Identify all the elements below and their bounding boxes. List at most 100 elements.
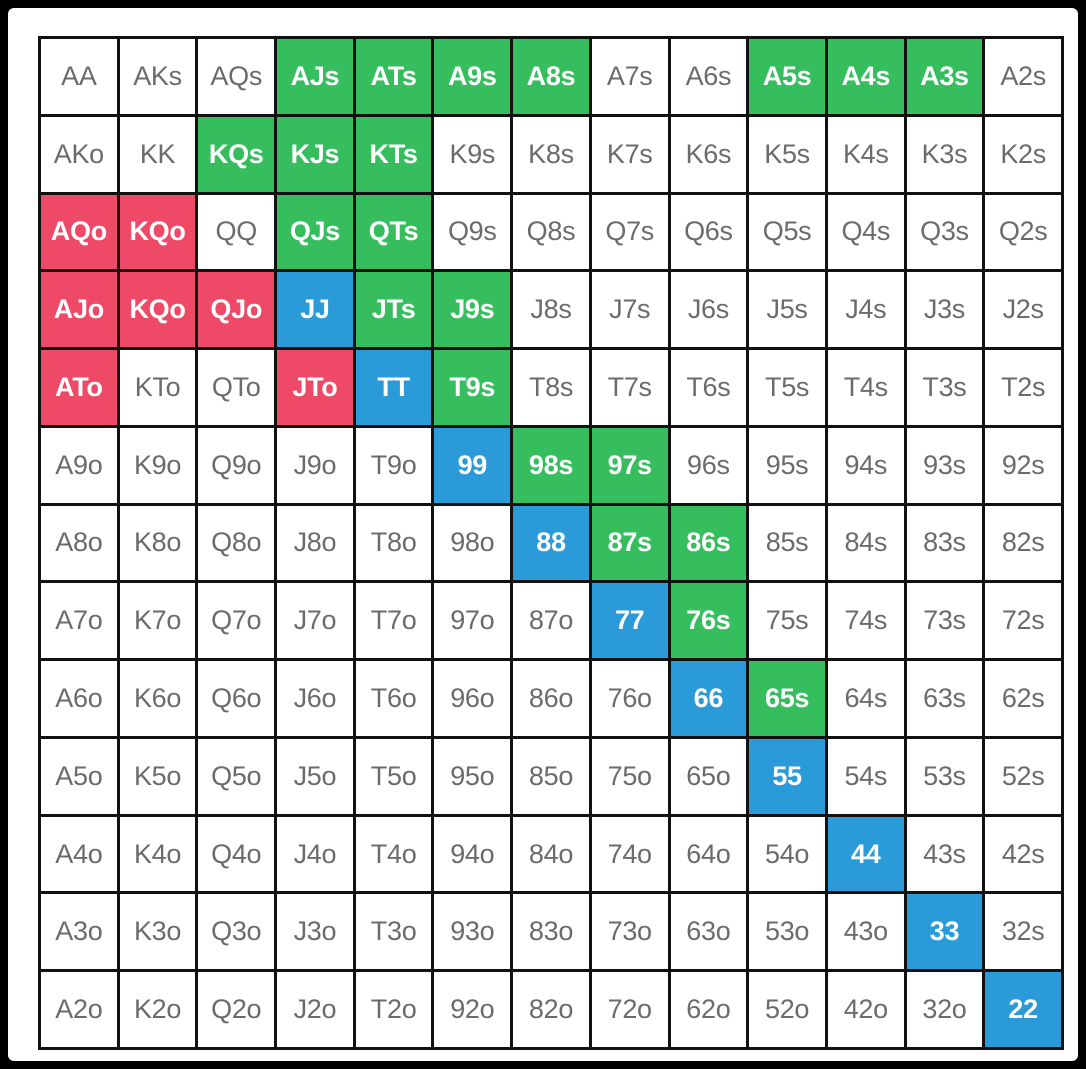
hand-cell-a2o: A2o [41, 972, 117, 1047]
hand-cell-t3s: T3s [906, 350, 983, 425]
hand-cell-aqs: AQs [198, 39, 275, 114]
hand-cell-a7s: A7s [591, 39, 668, 114]
hand-cell-aqo: AQo [41, 194, 117, 270]
hand-cell-a6o: A6o [41, 661, 117, 736]
hand-cell-64o: 64o [670, 816, 747, 892]
hand-cell-95s: 95s [749, 427, 825, 503]
hand-cell-tt: TT [355, 350, 432, 425]
hand-cell-33: 33 [906, 894, 983, 970]
hand-cell-k6o: K6o [119, 661, 196, 736]
hand-cell-55: 55 [749, 738, 825, 814]
hand-cell-72o: 72o [591, 972, 668, 1047]
hand-cell-92o: 92o [434, 972, 511, 1047]
hand-cell-j6s: J6s [670, 272, 747, 348]
hand-cell-87o: 87o [513, 583, 589, 659]
hand-cell-54s: 54s [827, 738, 904, 814]
hand-cell-q6o: Q6o [198, 661, 275, 736]
hand-cell-85s: 85s [749, 505, 825, 581]
hand-cell-jts: JTs [355, 272, 432, 348]
hand-cell-t8o: T8o [355, 505, 432, 581]
hand-cell-73o: 73o [591, 894, 668, 970]
hand-cell-q8s: Q8s [513, 194, 589, 270]
hand-cell-52o: 52o [749, 972, 825, 1047]
hand-cell-22: 22 [985, 972, 1061, 1047]
hand-cell-t7s: T7s [591, 350, 668, 425]
hand-cell-j4o: J4o [277, 816, 353, 892]
hand-cell-65o: 65o [670, 738, 747, 814]
hand-cell-ats: ATs [355, 39, 432, 114]
hand-cell-a8s: A8s [513, 39, 589, 114]
hand-cell-a5o: A5o [41, 738, 117, 814]
hand-cell-96o: 96o [434, 661, 511, 736]
hand-cell-44: 44 [827, 816, 904, 892]
hand-cell-99: 99 [434, 427, 511, 503]
hand-cell-a5s: A5s [749, 39, 825, 114]
hand-cell-72s: 72s [985, 583, 1061, 659]
hand-cell-k9s: K9s [434, 116, 511, 192]
hand-cell-j9s: J9s [434, 272, 511, 348]
hand-cell-j4s: J4s [827, 272, 904, 348]
hand-cell-83o: 83o [513, 894, 589, 970]
hand-cell-t4o: T4o [355, 816, 432, 892]
hand-cell-82o: 82o [513, 972, 589, 1047]
hand-cell-q9s: Q9s [434, 194, 511, 270]
hand-cell-a2s: A2s [985, 39, 1061, 114]
hand-cell-k4o: K4o [119, 816, 196, 892]
hand-cell-75o: 75o [591, 738, 668, 814]
hand-cell-84s: 84s [827, 505, 904, 581]
hand-cell-53o: 53o [749, 894, 825, 970]
hand-cell-q4o: Q4o [198, 816, 275, 892]
hand-cell-a7o: A7o [41, 583, 117, 659]
hand-cell-aa: AA [41, 39, 117, 114]
hand-cell-53s: 53s [906, 738, 983, 814]
hand-cell-k3o: K3o [119, 894, 196, 970]
hand-cell-a9o: A9o [41, 427, 117, 503]
hand-cell-t7o: T7o [355, 583, 432, 659]
hand-cell-94s: 94s [827, 427, 904, 503]
hand-cell-kts: KTs [355, 116, 432, 192]
hand-cell-k8o: K8o [119, 505, 196, 581]
hand-cell-aks: AKs [119, 39, 196, 114]
hand-cell-52s: 52s [985, 738, 1061, 814]
hand-cell-k4s: K4s [827, 116, 904, 192]
hand-cell-98o: 98o [434, 505, 511, 581]
hand-cell-q9o: Q9o [198, 427, 275, 503]
hand-cell-63s: 63s [906, 661, 983, 736]
hand-cell-77: 77 [591, 583, 668, 659]
hand-cell-j2s: J2s [985, 272, 1061, 348]
hand-cell-k7s: K7s [591, 116, 668, 192]
hand-cell-qjo: QJo [198, 272, 275, 348]
hand-cell-qjs: QJs [277, 194, 353, 270]
hand-cell-q5o: Q5o [198, 738, 275, 814]
hand-cell-j6o: J6o [277, 661, 353, 736]
hand-cell-t6o: T6o [355, 661, 432, 736]
hand-cell-j9o: J9o [277, 427, 353, 503]
hand-cell-82s: 82s [985, 505, 1061, 581]
hand-cell-85o: 85o [513, 738, 589, 814]
hand-cell-ajo: AJo [41, 272, 117, 348]
hand-cell-t5s: T5s [749, 350, 825, 425]
hand-cell-32s: 32s [985, 894, 1061, 970]
hand-cell-t9s: T9s [434, 350, 511, 425]
hand-cell-a9s: A9s [434, 39, 511, 114]
hand-cell-a6s: A6s [670, 39, 747, 114]
hand-cell-t4s: T4s [827, 350, 904, 425]
hand-cell-97o: 97o [434, 583, 511, 659]
hand-cell-qto: QTo [198, 350, 275, 425]
hand-cell-k9o: K9o [119, 427, 196, 503]
hand-cell-q8o: Q8o [198, 505, 275, 581]
hand-cell-k6s: K6s [670, 116, 747, 192]
hand-cell-62o: 62o [670, 972, 747, 1047]
hand-cell-54o: 54o [749, 816, 825, 892]
hand-cell-a4o: A4o [41, 816, 117, 892]
hand-cell-q6s: Q6s [670, 194, 747, 270]
hand-cell-k8s: K8s [513, 116, 589, 192]
hand-cell-t9o: T9o [355, 427, 432, 503]
hand-cell-k3s: K3s [906, 116, 983, 192]
hand-cell-64s: 64s [827, 661, 904, 736]
hand-cell-kqo: KQo [119, 272, 196, 348]
hand-cell-k5o: K5o [119, 738, 196, 814]
hand-cell-ato: ATo [41, 350, 117, 425]
chart-frame: AA AKs AQs AJs ATs A9s A8s A7s A6s A5s A4s A3s A2s AK… [8, 8, 1078, 1061]
hand-cell-k7o: K7o [119, 583, 196, 659]
